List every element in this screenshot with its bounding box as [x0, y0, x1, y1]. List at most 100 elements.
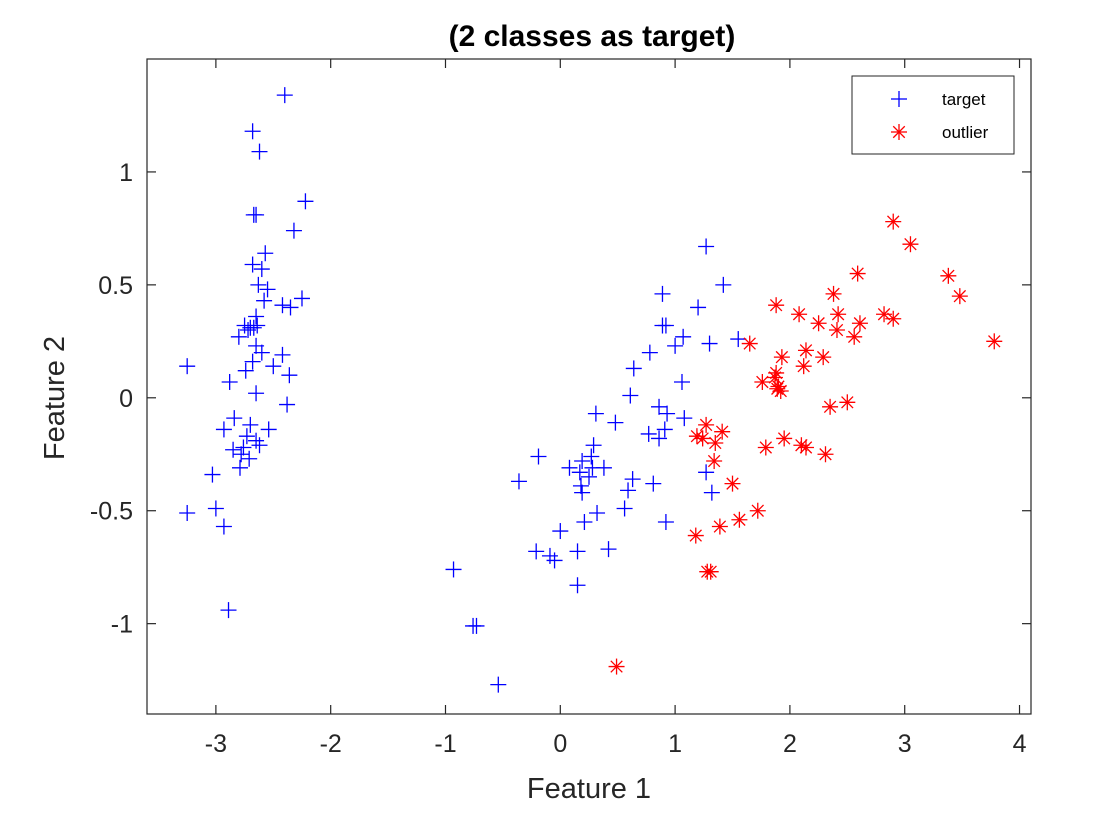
target-point: [595, 459, 612, 476]
outlier-point: [768, 297, 785, 314]
outlier-point: [698, 416, 715, 433]
target-point: [585, 437, 602, 454]
target-point: [624, 471, 641, 488]
outlier-point: [741, 335, 758, 352]
outlier-point: [839, 394, 856, 411]
x-tick-label: -3: [205, 730, 227, 758]
x-axis-label: Feature 1: [527, 773, 651, 805]
target-point: [265, 358, 282, 375]
outlier-point: [770, 378, 787, 395]
x-tick-label: -1: [434, 730, 456, 758]
target-point: [225, 441, 242, 458]
outlier-point: [754, 373, 771, 390]
outlier-point: [825, 285, 842, 302]
outlier-point: [714, 423, 731, 440]
target-point: [600, 541, 617, 558]
outlier-point: [986, 333, 1003, 350]
legend-outlier-label: outlier: [942, 123, 989, 142]
outlier-point: [797, 342, 814, 359]
target-point: [640, 425, 657, 442]
target-point: [257, 245, 274, 262]
plot-area: [146, 58, 1032, 715]
target-point: [651, 430, 668, 447]
outlier-point: [951, 288, 968, 305]
legend-target-label: target: [942, 90, 986, 109]
target-point: [259, 281, 276, 298]
target-point: [690, 299, 707, 316]
legend-outlier-marker: [891, 124, 907, 140]
outlier-point: [830, 306, 847, 323]
target-point: [656, 421, 673, 438]
target-point: [659, 405, 676, 422]
target-point: [576, 514, 593, 531]
target-point: [297, 193, 314, 210]
target-point: [530, 448, 547, 465]
outlier-point: [822, 398, 839, 415]
outlier-point: [846, 328, 863, 345]
target-point: [701, 335, 718, 352]
legend-target-marker: [891, 91, 907, 107]
outlier-point: [706, 453, 723, 470]
target-point: [703, 484, 720, 501]
target-point: [490, 676, 507, 693]
x-tick-label: 3: [898, 730, 912, 758]
target-point: [657, 317, 674, 334]
outlier-point: [776, 430, 793, 447]
outlier-point: [885, 213, 902, 230]
target-point: [616, 500, 633, 517]
outlier-point: [817, 446, 834, 463]
outlier-point: [749, 502, 766, 519]
x-tick-label: 2: [783, 730, 797, 758]
target-point: [249, 317, 266, 334]
target-point: [240, 322, 257, 339]
outlier-point: [940, 267, 957, 284]
target-point: [667, 337, 684, 354]
target-point: [285, 222, 302, 239]
target-point: [207, 500, 224, 517]
target-point: [233, 446, 250, 463]
y-tick-label: 1: [119, 159, 133, 187]
plot-frame: [146, 58, 1032, 715]
target-point: [241, 450, 258, 467]
outlier-point: [702, 563, 719, 580]
target-point: [675, 328, 692, 345]
target-point: [587, 405, 604, 422]
outlier-point: [687, 527, 704, 544]
target-point: [676, 410, 693, 427]
outlier-point: [793, 437, 810, 454]
legend: target outlier: [851, 75, 1015, 155]
axis-ticks: [147, 59, 1031, 714]
outlier-point: [711, 518, 728, 535]
x-tick-label: 0: [553, 730, 567, 758]
target-point: [541, 547, 558, 564]
target-point: [179, 358, 196, 375]
target-point: [274, 297, 291, 314]
target-point: [250, 276, 267, 293]
target-point: [238, 428, 255, 445]
target-point: [673, 373, 690, 390]
outlier-point: [773, 349, 790, 366]
target-point: [226, 410, 243, 427]
target-point: [179, 504, 196, 521]
target-point: [607, 414, 624, 431]
y-tick-label: -0.5: [90, 498, 133, 526]
target-point: [569, 543, 586, 560]
x-tick-label: 4: [1013, 730, 1027, 758]
target-point: [248, 432, 265, 449]
target-point: [220, 602, 237, 619]
target-point: [279, 396, 296, 413]
y-tick-label: 0.5: [98, 272, 133, 300]
target-point: [651, 398, 668, 415]
target-point: [215, 421, 232, 438]
outlier-point: [810, 315, 827, 332]
target-point: [583, 448, 600, 465]
target-point: [572, 477, 589, 494]
target-point: [260, 421, 277, 438]
target-point: [251, 437, 268, 454]
target-point: [561, 459, 578, 476]
target-point: [715, 276, 732, 293]
target-point: [698, 238, 715, 255]
outlier-point: [791, 306, 808, 323]
legend-entries: target outlier: [891, 90, 989, 142]
